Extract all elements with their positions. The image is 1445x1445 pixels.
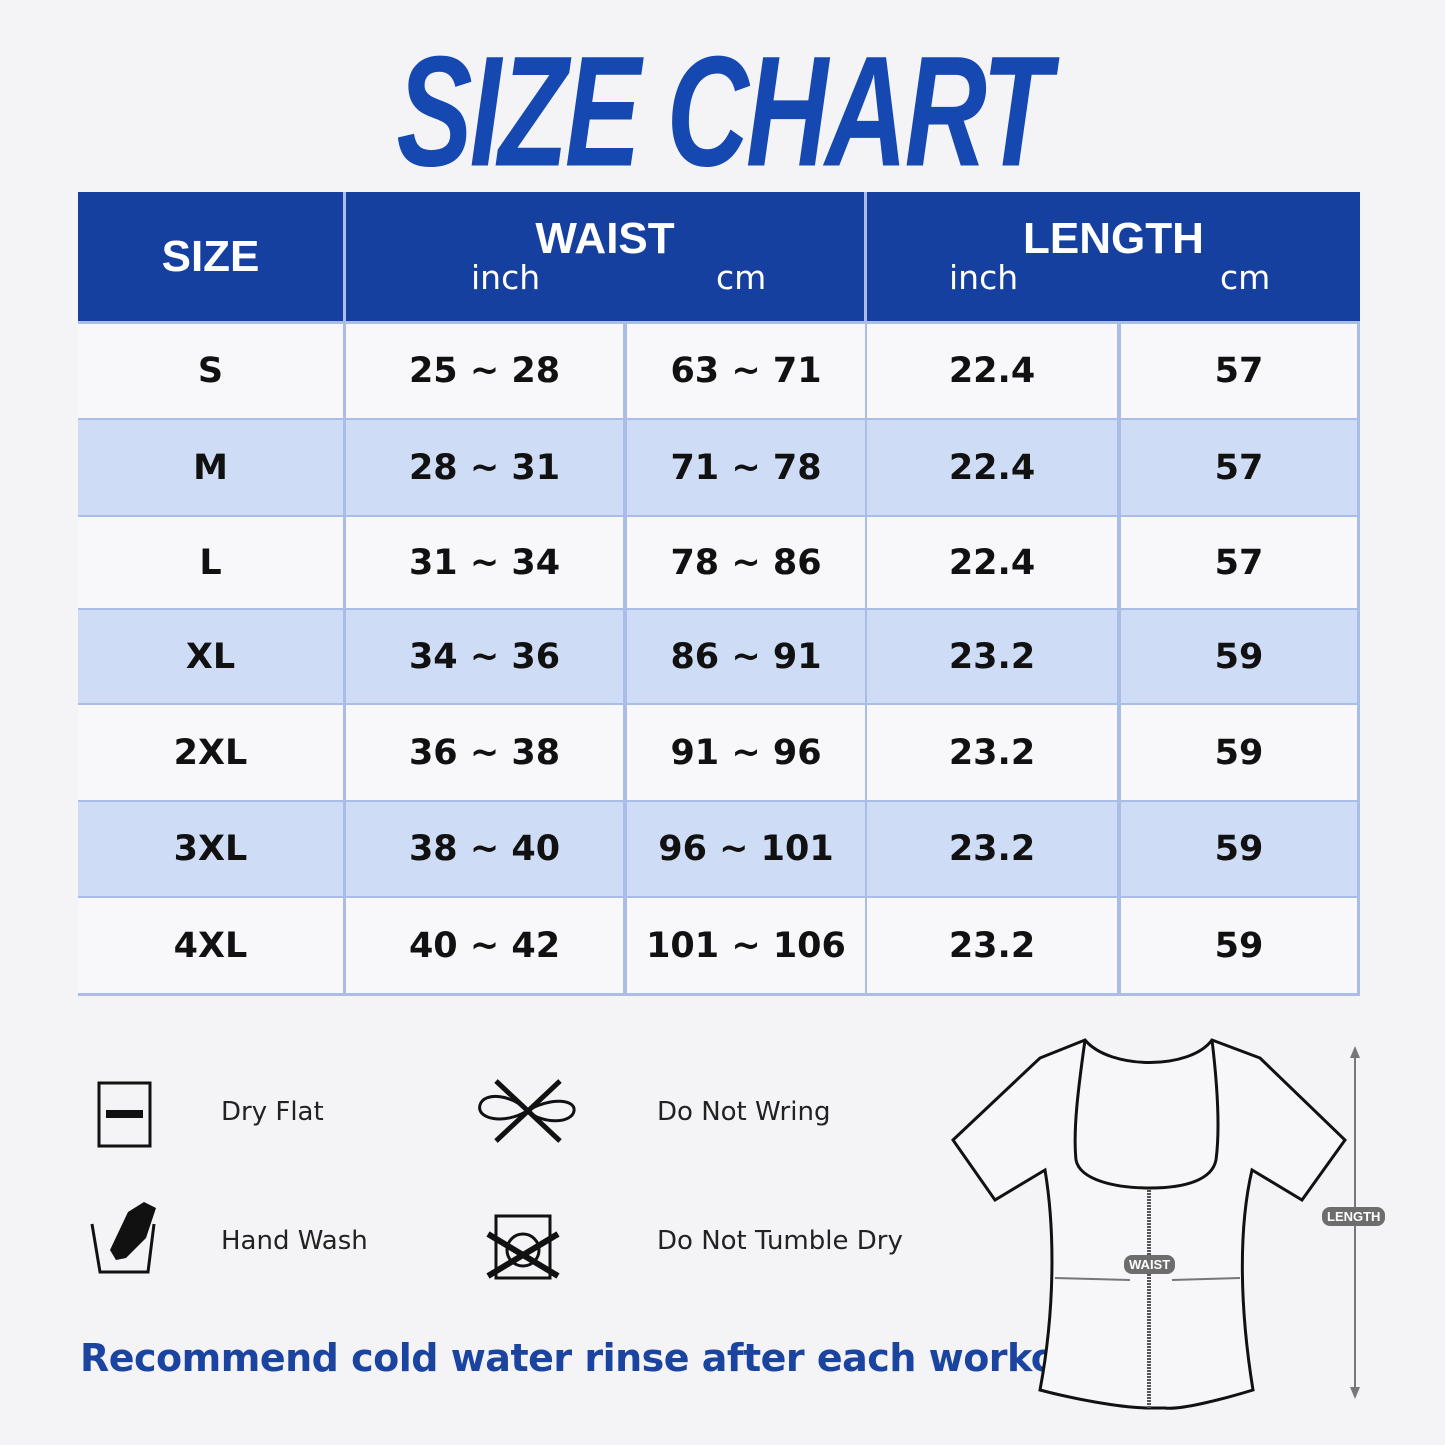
cell-length-inch: 23.2 <box>867 705 1117 800</box>
cell-length-inch: 22.4 <box>867 324 1117 418</box>
care-note: Recommend cold water rinse after each wo… <box>80 1336 1115 1380</box>
cell-waist-inch: 38 ~ 40 <box>346 802 623 896</box>
cell-length-inch: 22.4 <box>867 420 1117 515</box>
do-not-wring-icon <box>478 1079 576 1143</box>
garment-diagram <box>951 1038 1360 1410</box>
cell-length-inch: 22.4 <box>867 517 1117 608</box>
length-inch-label: inch <box>949 258 1019 297</box>
header-length: LENGTH inch cm <box>867 192 1360 321</box>
cell-length-inch: 23.2 <box>867 898 1117 993</box>
cell-waist-cm: 78 ~ 86 <box>627 517 865 608</box>
waist-tag: WAIST <box>1124 1255 1176 1274</box>
length-header-label: LENGTH <box>1023 214 1204 263</box>
size-header-label: SIZE <box>161 232 260 281</box>
cell-size: S <box>78 324 343 418</box>
cell-waist-cm: 101 ~ 106 <box>627 898 865 993</box>
size-table: SIZE WAIST inch cm LENGTH inch cm S 25 ~ … <box>78 192 1360 996</box>
cell-waist-inch: 28 ~ 31 <box>346 420 623 515</box>
care-label-dry-flat: Dry Flat <box>221 1097 324 1127</box>
cell-size: 4XL <box>78 898 343 993</box>
cell-waist-cm: 96 ~ 101 <box>627 802 865 896</box>
hand-wash-icon <box>90 1202 156 1274</box>
cell-waist-inch: 25 ~ 28 <box>346 324 623 418</box>
cell-length-cm: 57 <box>1121 420 1357 515</box>
care-label-do-not-tumble-dry: Do Not Tumble Dry <box>657 1226 903 1256</box>
cell-length-inch: 23.2 <box>867 802 1117 896</box>
cell-waist-inch: 36 ~ 38 <box>346 705 623 800</box>
length-cm-label: cm <box>1220 258 1271 297</box>
dry-flat-icon <box>97 1081 152 1148</box>
cell-size: XL <box>78 610 343 703</box>
do-not-tumble-dry-icon <box>486 1214 560 1280</box>
page-title: SIZE CHART <box>396 24 1052 201</box>
header-size: SIZE <box>78 192 343 321</box>
cell-length-inch: 23.2 <box>867 610 1117 703</box>
cell-waist-inch: 31 ~ 34 <box>346 517 623 608</box>
waist-cm-label: cm <box>716 258 767 297</box>
cell-waist-cm: 71 ~ 78 <box>627 420 865 515</box>
length-tag: LENGTH <box>1322 1207 1386 1226</box>
cell-length-cm: 59 <box>1121 705 1357 800</box>
header-waist: WAIST inch cm <box>346 192 864 321</box>
cell-waist-cm: 91 ~ 96 <box>627 705 865 800</box>
care-label-hand-wash: Hand Wash <box>221 1226 368 1256</box>
cell-length-cm: 57 <box>1121 324 1357 418</box>
cell-waist-inch: 40 ~ 42 <box>346 898 623 993</box>
care-label-do-not-wring: Do Not Wring <box>657 1097 831 1127</box>
cell-waist-cm: 63 ~ 71 <box>627 324 865 418</box>
cell-waist-inch: 34 ~ 36 <box>346 610 623 703</box>
cell-length-cm: 57 <box>1121 517 1357 608</box>
cell-waist-cm: 86 ~ 91 <box>627 610 865 703</box>
cell-size: M <box>78 420 343 515</box>
cell-size: L <box>78 517 343 608</box>
cell-size: 3XL <box>78 802 343 896</box>
waist-inch-label: inch <box>471 258 541 297</box>
waist-header-label: WAIST <box>535 214 675 263</box>
cell-length-cm: 59 <box>1121 610 1357 703</box>
cell-length-cm: 59 <box>1121 898 1357 993</box>
cell-size: 2XL <box>78 705 343 800</box>
cell-length-cm: 59 <box>1121 802 1357 896</box>
